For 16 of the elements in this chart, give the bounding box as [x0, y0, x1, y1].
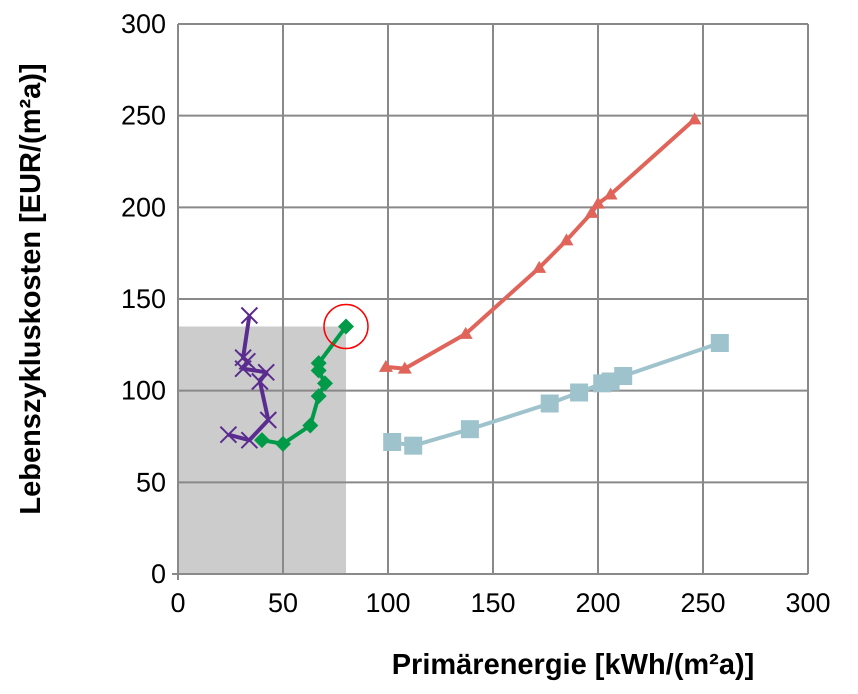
y-tick-label: 150 [120, 284, 166, 314]
x-tick-label: 100 [365, 588, 411, 618]
x-tick-label: 0 [170, 588, 186, 618]
x-tick-label: 200 [575, 588, 621, 618]
y-tick-label: 0 [150, 559, 166, 589]
y-tick-label: 200 [120, 192, 166, 222]
y-tick-label: 100 [120, 376, 166, 406]
x-axis-title: Primärenergie [kWh/(m²a)] [392, 649, 754, 681]
x-tick-label: 150 [470, 588, 516, 618]
y-tick-label: 300 [120, 9, 166, 39]
x-tick-label: 300 [785, 588, 831, 618]
y-axis-title: Lebenszykluskosten [EUR/(m²a)] [15, 63, 47, 515]
x-tick-label: 50 [268, 588, 298, 618]
y-tick-label: 50 [136, 467, 166, 498]
y-tick-label: 250 [120, 100, 166, 131]
x-tick-label: 250 [680, 588, 726, 618]
